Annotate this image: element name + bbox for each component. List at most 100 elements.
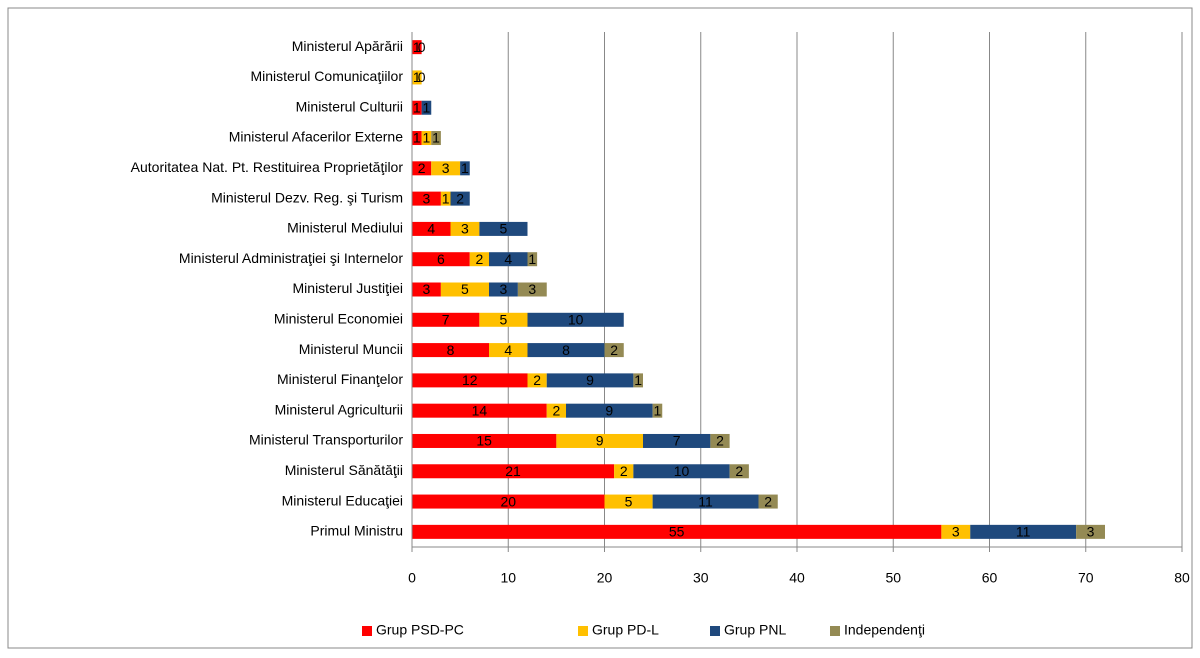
bar <box>556 433 643 448</box>
data-label: 1 <box>413 39 421 55</box>
bar <box>604 343 624 358</box>
bar <box>546 403 566 418</box>
data-label: 11 <box>698 493 713 509</box>
data-label: 3 <box>1087 524 1095 540</box>
data-label: 3 <box>528 281 536 297</box>
data-label: 4 <box>427 221 435 237</box>
legend-swatch <box>578 626 588 636</box>
data-label: 8 <box>447 342 455 358</box>
bar <box>633 464 730 479</box>
data-label: 1 <box>423 99 431 115</box>
data-label: 5 <box>500 221 508 237</box>
y-tick-label: Ministerul Administraţiei şi Internelor <box>179 250 403 266</box>
data-label: 20 <box>500 493 516 509</box>
bar <box>1076 524 1105 539</box>
bar <box>412 70 422 85</box>
y-tick-label: Ministerul Afacerilor Externe <box>229 129 404 145</box>
bar <box>450 221 480 236</box>
data-label: 1 <box>413 69 421 85</box>
bar <box>489 282 518 297</box>
bar <box>440 191 451 206</box>
y-tick-label: Autoritatea Nat. Pt. Restituirea Proprie… <box>131 159 404 175</box>
bar <box>479 221 528 236</box>
x-tick-label: 0 <box>408 570 416 586</box>
bar <box>431 131 441 146</box>
bar <box>710 433 730 448</box>
data-label: 8 <box>562 342 570 358</box>
y-tick-label: Ministerul Apărării <box>292 38 403 54</box>
bar <box>970 524 1077 539</box>
bar <box>479 312 528 327</box>
chart-border <box>7 7 1193 649</box>
data-label: 6 <box>437 251 445 267</box>
data-label: 2 <box>610 342 618 358</box>
data-label: 3 <box>500 281 508 297</box>
data-label: 3 <box>423 281 431 297</box>
bar <box>489 252 528 267</box>
data-label: 9 <box>586 372 594 388</box>
data-label: 4 <box>504 251 512 267</box>
bar <box>614 464 634 479</box>
data-label: 2 <box>620 463 628 479</box>
data-label: 0 <box>418 39 426 55</box>
x-tick-label: 40 <box>789 570 805 586</box>
legend-label: Grup PD-L <box>592 622 659 638</box>
data-label: 3 <box>461 221 469 237</box>
data-label: 1 <box>423 130 431 146</box>
data-label: 10 <box>568 311 584 327</box>
x-tick-label: 80 <box>1174 570 1190 586</box>
data-label: 7 <box>673 433 681 449</box>
data-label: 7 <box>442 311 450 327</box>
data-label: 5 <box>500 311 508 327</box>
bar <box>412 524 942 539</box>
x-tick-label: 60 <box>982 570 998 586</box>
legend-swatch <box>830 626 840 636</box>
bar <box>440 282 489 297</box>
data-label: 1 <box>654 402 662 418</box>
data-label: 2 <box>456 190 464 206</box>
y-tick-label: Ministerul Economiei <box>274 310 403 326</box>
data-label: 11 <box>1016 524 1031 540</box>
data-label: 1 <box>528 251 536 267</box>
data-label: 2 <box>764 493 772 509</box>
bar <box>412 221 451 236</box>
bar <box>450 191 470 206</box>
bar <box>412 494 605 509</box>
data-label: 0 <box>418 69 426 85</box>
bar <box>489 343 528 358</box>
bar <box>412 373 528 388</box>
x-tick-label: 10 <box>500 570 516 586</box>
bar <box>412 191 441 206</box>
data-label: 2 <box>533 372 541 388</box>
bar <box>941 524 971 539</box>
bar <box>431 161 461 176</box>
bar <box>412 282 441 297</box>
y-tick-label: Primul Ministru <box>310 523 403 539</box>
legend-label: Grup PNL <box>724 622 786 638</box>
data-label: 9 <box>605 402 613 418</box>
bar <box>652 403 663 418</box>
x-tick-label: 50 <box>885 570 901 586</box>
bar <box>604 494 653 509</box>
y-tick-label: Ministerul Agriculturii <box>275 401 403 417</box>
data-label: 1 <box>432 130 440 146</box>
bar <box>527 312 624 327</box>
bar <box>412 464 615 479</box>
x-tick-label: 70 <box>1078 570 1094 586</box>
data-label: 4 <box>504 342 512 358</box>
data-label: 21 <box>505 463 521 479</box>
data-label: 10 <box>674 463 690 479</box>
bar <box>652 494 759 509</box>
bar <box>421 100 432 115</box>
y-tick-label: Ministerul Comunicaţiilor <box>251 68 404 84</box>
bar <box>412 433 557 448</box>
bar <box>412 343 489 358</box>
bar <box>633 373 643 388</box>
data-label: 1 <box>461 160 469 176</box>
bar <box>643 433 711 448</box>
y-tick-label: Ministerul Sănătăţii <box>285 462 403 478</box>
bar <box>758 494 778 509</box>
data-label: 12 <box>462 372 478 388</box>
legend-swatch <box>710 626 720 636</box>
